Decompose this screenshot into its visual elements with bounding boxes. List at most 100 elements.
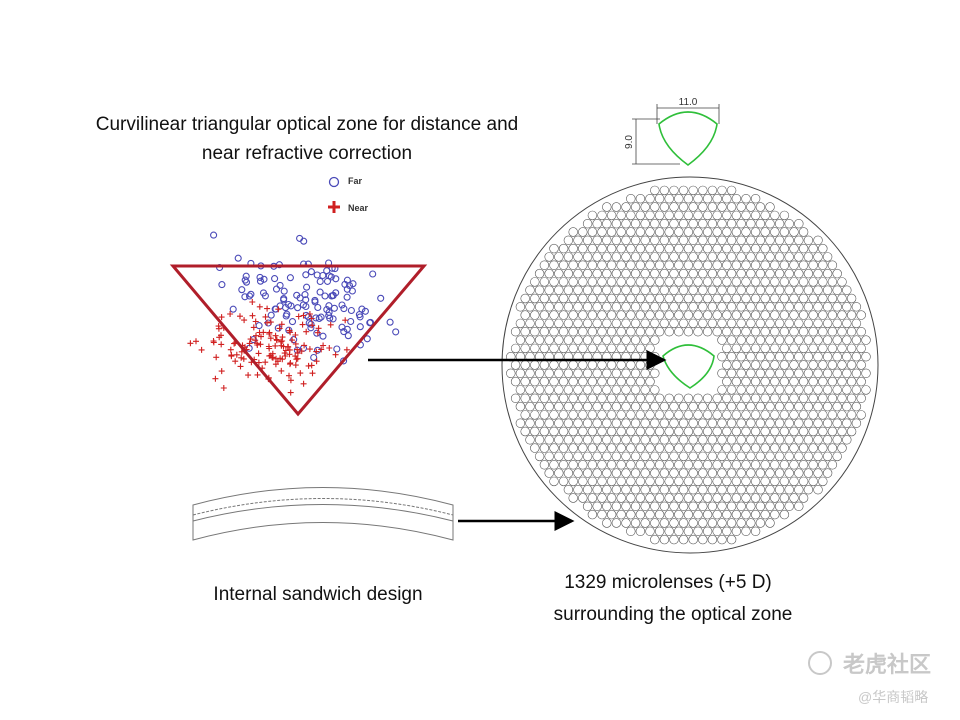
- microlens: [832, 268, 842, 279]
- microlens: [626, 476, 636, 487]
- microlens: [520, 410, 530, 420]
- microlens: [760, 310, 770, 320]
- microlens: [818, 426, 828, 437]
- microlens: [578, 393, 588, 403]
- microlens: [726, 368, 737, 378]
- microlens: [635, 327, 646, 337]
- microlens: [626, 243, 636, 254]
- microlens: [750, 426, 761, 437]
- microlens: [621, 451, 631, 462]
- microlens: [626, 343, 636, 354]
- microlens: [822, 285, 833, 295]
- microlens: [669, 252, 679, 262]
- microlens: [630, 485, 641, 495]
- optical-zone: [662, 344, 715, 389]
- microlens: [741, 376, 751, 387]
- far-point: [325, 308, 333, 316]
- microlens: [750, 293, 761, 304]
- microlens: [794, 335, 804, 345]
- near-point: [247, 336, 254, 343]
- far-point: [256, 277, 265, 285]
- microlens: [774, 368, 785, 378]
- microlens: [506, 368, 516, 378]
- microlens: [534, 418, 545, 428]
- microlens: [698, 252, 708, 262]
- microlens: [698, 435, 708, 445]
- microlens: [698, 534, 708, 545]
- microlens: [822, 385, 833, 395]
- microlens: [678, 451, 689, 462]
- far-point: [296, 234, 304, 242]
- microlens: [630, 418, 641, 428]
- microlens: [650, 252, 660, 262]
- microlens: [750, 277, 761, 287]
- far-point: [323, 267, 331, 275]
- microlens: [573, 418, 583, 428]
- microlens: [659, 401, 670, 412]
- microlens: [568, 293, 578, 304]
- far-point: [210, 231, 218, 239]
- microlens: [741, 343, 751, 354]
- microlens: [731, 443, 742, 453]
- microlens: [635, 476, 646, 487]
- microlens: [693, 194, 703, 204]
- microlens: [798, 260, 809, 270]
- lens-cross-section: [192, 487, 454, 541]
- microlens: [650, 235, 660, 246]
- microlens: [717, 501, 727, 511]
- microlens: [707, 518, 718, 528]
- microlens: [707, 252, 718, 262]
- microlens: [722, 476, 732, 487]
- near-point: [232, 358, 239, 365]
- microlens: [520, 293, 530, 304]
- far-point: [271, 275, 279, 283]
- microlens: [760, 476, 770, 487]
- microlens: [803, 352, 814, 362]
- microlens: [750, 227, 761, 237]
- near-point: [255, 359, 262, 366]
- near-point: [309, 370, 316, 377]
- microlens: [635, 277, 646, 287]
- microlens: [678, 302, 689, 312]
- microlens: [760, 443, 770, 453]
- microlens: [563, 385, 574, 395]
- microlens: [770, 277, 780, 287]
- microlens: [568, 493, 578, 503]
- microlens: [818, 393, 828, 403]
- microlens: [611, 235, 622, 246]
- microlens: [765, 468, 775, 478]
- microlens: [530, 410, 540, 420]
- microlens: [808, 376, 818, 387]
- microlens: [736, 219, 746, 229]
- microlens: [774, 468, 785, 478]
- microlens: [568, 243, 578, 254]
- microlens: [688, 235, 698, 246]
- microlens: [832, 285, 842, 295]
- microlens: [736, 302, 746, 312]
- microlens: [654, 509, 665, 520]
- microlens: [789, 493, 799, 503]
- microlens: [726, 202, 737, 212]
- microlens: [616, 410, 626, 420]
- microlens: [712, 210, 722, 221]
- microlens: [626, 210, 636, 221]
- near-point: [286, 346, 293, 353]
- microlens: [813, 401, 823, 412]
- microlens: [520, 376, 530, 387]
- microlens: [592, 451, 602, 462]
- microlens: [741, 410, 751, 420]
- microlens: [784, 501, 794, 511]
- microlens: [606, 460, 617, 470]
- microlens: [794, 401, 804, 412]
- microlens: [621, 219, 631, 229]
- microlens: [842, 285, 852, 295]
- microlens: [832, 418, 842, 428]
- microlens: [602, 202, 612, 212]
- microlens: [702, 476, 713, 487]
- near-point: [309, 322, 316, 329]
- microlens: [746, 418, 756, 428]
- microlens: [611, 268, 622, 279]
- microlens: [755, 302, 766, 312]
- microlens: [722, 410, 732, 420]
- near-point: [212, 375, 219, 382]
